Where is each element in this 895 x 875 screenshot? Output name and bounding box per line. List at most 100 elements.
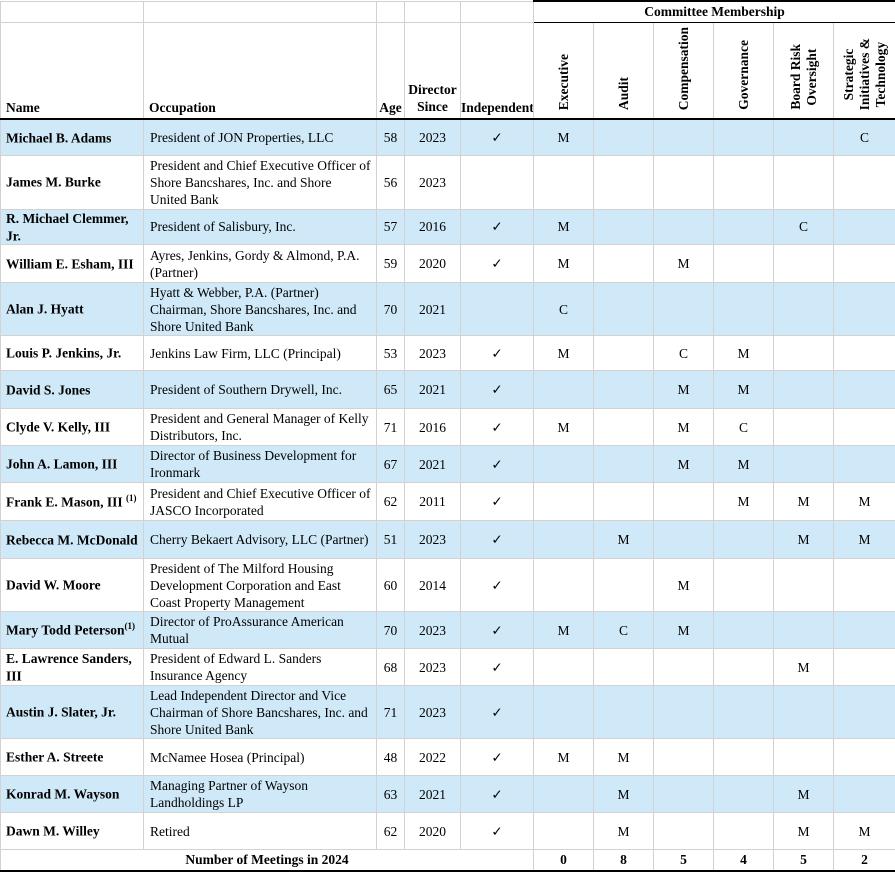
director-occupation: President of JON Properties, LLC	[143, 118, 377, 156]
header-spacer-occupation	[143, 0, 377, 23]
director-since: 2023	[404, 118, 461, 156]
director-name: John A. Lamon, III	[0, 445, 144, 483]
director-occupation: Director of ProAssurance American Mutual	[143, 611, 377, 649]
committee-cell	[713, 208, 774, 245]
director-since: 2023	[404, 648, 461, 686]
committee-cell: M	[832, 812, 895, 850]
director-occupation: President and Chief Executive Officer of…	[143, 154, 377, 210]
director-age: 58	[376, 118, 405, 156]
committee-cell: M	[713, 445, 774, 483]
director-age: 60	[376, 558, 405, 612]
director-since: 2014	[404, 558, 461, 612]
independent-checkmark: ✓	[460, 611, 534, 649]
independent-checkmark	[460, 154, 534, 210]
independent-checkmark: ✓	[460, 648, 534, 686]
director-since: 2023	[404, 520, 461, 559]
meetings-count-strategic-initiatives-technology: 2	[832, 849, 895, 872]
director-name-text: Esther A. Streete	[6, 749, 104, 765]
director-occupation: President of The Milford Housing Develop…	[143, 558, 377, 612]
director-name: Mary Todd Peterson(1)	[0, 611, 144, 649]
committee-cell: M	[713, 482, 774, 521]
independent-checkmark	[460, 282, 534, 336]
committee-cell	[533, 445, 594, 483]
meetings-count-executive: 0	[533, 849, 594, 872]
committee-cell	[533, 648, 594, 686]
committee-cell	[713, 520, 774, 559]
committee-cell: M	[653, 408, 714, 446]
director-occupation: Director of Business Development for Iro…	[143, 445, 377, 483]
committee-cell	[653, 520, 714, 559]
committee-cell	[832, 335, 895, 371]
director-age: 70	[376, 282, 405, 336]
committee-cell	[593, 558, 654, 612]
director-since: 2023	[404, 611, 461, 649]
meetings-count-compensation: 5	[653, 849, 714, 872]
director-name-text: Louis P. Jenkins, Jr.	[6, 345, 122, 361]
committee-cell: C	[653, 335, 714, 371]
header-spacer-independent	[460, 0, 534, 23]
director-name-text: E. Lawrence Sanders, III	[6, 650, 132, 684]
header-spacer-name	[0, 0, 144, 23]
column-header-row: Name Occupation Age Director Since Indep…	[0, 21, 895, 120]
committee-cell	[593, 370, 654, 409]
committee-cell	[593, 685, 654, 739]
committee-cell: M	[593, 738, 654, 776]
committee-cell: C	[533, 282, 594, 336]
committee-cell	[832, 408, 895, 446]
committee-cell: M	[533, 611, 594, 649]
director-name-text: Rebecca M. McDonald	[6, 532, 138, 548]
director-row: Louis P. Jenkins, Jr. Jenkins Law Firm, …	[0, 335, 895, 371]
committee-cell: M	[653, 445, 714, 483]
director-since: 2023	[404, 154, 461, 210]
committee-cell	[593, 118, 654, 156]
director-since: 2021	[404, 370, 461, 409]
independent-checkmark: ✓	[460, 775, 534, 813]
committee-cell	[653, 812, 714, 850]
director-occupation: McNamee Hosea (Principal)	[143, 738, 377, 776]
director-occupation: Lead Independent Director and Vice Chair…	[143, 685, 377, 739]
committee-cell	[773, 244, 834, 283]
director-row: E. Lawrence Sanders, III President of Ed…	[0, 648, 895, 686]
independent-checkmark: ✓	[460, 408, 534, 446]
director-name: William E. Esham, III	[0, 244, 144, 283]
director-name-text: Clyde V. Kelly, III	[6, 419, 111, 435]
committee-cell	[773, 558, 834, 612]
director-row: William E. Esham, III Ayres, Jenkins, Go…	[0, 244, 895, 283]
director-row: David S. Jones President of Southern Dry…	[0, 370, 895, 409]
committee-cell	[593, 335, 654, 371]
director-name-text: Konrad M. Wayson	[6, 786, 120, 802]
director-since: 2016	[404, 408, 461, 446]
director-occupation: Retired	[143, 812, 377, 850]
director-row: David W. Moore President of The Milford …	[0, 558, 895, 612]
committee-cell: M	[533, 738, 594, 776]
director-name: Clyde V. Kelly, III	[0, 408, 144, 446]
director-occupation: President and General Manager of Kelly D…	[143, 408, 377, 446]
committee-cell	[832, 370, 895, 409]
committee-cell: M	[593, 520, 654, 559]
director-row: Rebecca M. McDonald Cherry Bekaert Advis…	[0, 520, 895, 559]
committee-cell: M	[533, 208, 594, 245]
director-since: 2020	[404, 812, 461, 850]
director-name-text: David W. Moore	[6, 577, 101, 593]
independent-checkmark: ✓	[460, 445, 534, 483]
director-occupation: Cherry Bekaert Advisory, LLC (Partner)	[143, 520, 377, 559]
committee-cell	[593, 408, 654, 446]
director-name: Dawn M. Willey	[0, 812, 144, 850]
committee-header-strategic-initiatives-technology: Strategic Initiatives & Technology	[832, 21, 895, 120]
committee-cell	[773, 685, 834, 739]
director-name-text: David S. Jones	[6, 382, 91, 398]
director-row: Mary Todd Peterson(1) Director of ProAss…	[0, 611, 895, 649]
committee-header-board-risk-oversight: Board Risk Oversight	[773, 21, 834, 120]
committee-cell	[713, 775, 774, 813]
committee-header-executive: Executive	[533, 21, 594, 120]
committee-cell	[713, 648, 774, 686]
column-header-independent: Independent	[460, 21, 534, 120]
independent-checkmark: ✓	[460, 244, 534, 283]
independent-checkmark: ✓	[460, 558, 534, 612]
committee-cell	[773, 738, 834, 776]
committee-cell	[832, 611, 895, 649]
independent-checkmark: ✓	[460, 685, 534, 739]
director-name-text: Austin J. Slater, Jr.	[6, 704, 117, 720]
director-row: Austin J. Slater, Jr. Lead Independent D…	[0, 685, 895, 739]
committee-cell	[593, 282, 654, 336]
